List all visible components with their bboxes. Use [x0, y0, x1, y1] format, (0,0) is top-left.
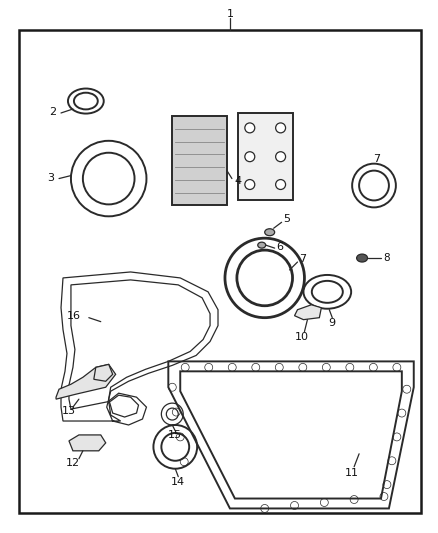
- Text: 7: 7: [299, 254, 306, 264]
- Circle shape: [245, 123, 255, 133]
- Text: 1: 1: [226, 9, 233, 19]
- Text: 16: 16: [67, 311, 81, 321]
- Bar: [172, 116, 227, 205]
- Ellipse shape: [258, 242, 266, 248]
- Text: 10: 10: [294, 332, 308, 342]
- Text: 2: 2: [49, 107, 57, 117]
- Circle shape: [245, 152, 255, 161]
- Text: 11: 11: [345, 467, 359, 478]
- Circle shape: [276, 180, 286, 190]
- Text: 14: 14: [171, 477, 185, 487]
- Text: 13: 13: [62, 406, 76, 416]
- Polygon shape: [294, 305, 321, 320]
- Text: 15: 15: [168, 430, 182, 440]
- Text: 5: 5: [283, 214, 290, 224]
- Text: 12: 12: [66, 458, 80, 468]
- Text: 3: 3: [48, 173, 55, 183]
- Circle shape: [276, 123, 286, 133]
- Text: 7: 7: [374, 154, 381, 164]
- Circle shape: [276, 152, 286, 161]
- Polygon shape: [69, 435, 106, 451]
- Text: 6: 6: [276, 242, 283, 252]
- Ellipse shape: [357, 254, 367, 262]
- Text: 4: 4: [234, 175, 241, 185]
- Polygon shape: [94, 365, 113, 381]
- Text: 8: 8: [384, 253, 390, 263]
- Circle shape: [245, 180, 255, 190]
- Polygon shape: [56, 365, 116, 399]
- Text: 9: 9: [328, 318, 336, 328]
- Bar: [238, 113, 293, 200]
- Ellipse shape: [265, 229, 275, 236]
